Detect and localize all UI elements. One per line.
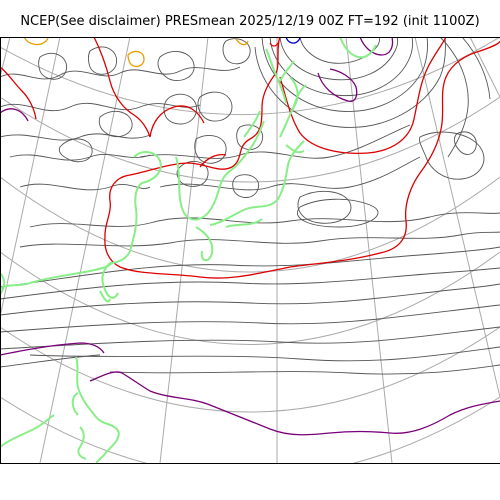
meridian	[469, 37, 500, 98]
isobar	[159, 156, 421, 191]
isobar	[0, 326, 500, 350]
blue-contour	[285, 37, 301, 44]
red-dot-contour	[269, 42, 279, 47]
isobar	[0, 66, 241, 80]
isobar	[176, 160, 209, 187]
isobar	[299, 37, 381, 64]
isobar	[254, 37, 446, 128]
red-contour	[149, 105, 205, 138]
isobar	[222, 38, 251, 65]
coastline	[279, 60, 295, 82]
coastline	[77, 426, 87, 460]
isobar	[19, 231, 500, 248]
parallel	[0, 176, 500, 273]
orange-contour	[235, 38, 249, 46]
isobar	[197, 91, 233, 122]
coastline	[0, 272, 6, 298]
parallel	[0, 326, 500, 413]
purple-contour	[0, 342, 105, 356]
parallel	[0, 396, 500, 463]
orange-contour	[127, 50, 145, 68]
isobar	[0, 133, 151, 141]
isobar	[232, 174, 260, 198]
isobar	[58, 138, 93, 163]
isobar	[419, 131, 485, 180]
coastline	[101, 262, 119, 299]
red-contours	[0, 37, 500, 279]
coastline	[0, 262, 113, 290]
graticule-parallels	[0, 37, 500, 463]
coastline	[243, 110, 261, 138]
coastline	[339, 37, 377, 59]
isobar	[38, 52, 68, 80]
red-contour	[279, 37, 447, 155]
coastline	[75, 356, 120, 463]
isobar	[0, 267, 500, 300]
coastline	[225, 218, 263, 228]
isobar	[139, 124, 411, 159]
coastline	[195, 226, 214, 262]
red-contour	[199, 153, 227, 168]
isobar	[163, 93, 198, 125]
meridian	[159, 37, 209, 463]
red-contour	[93, 37, 151, 138]
isobar	[0, 246, 500, 288]
meridian	[0, 37, 11, 78]
meridian	[414, 37, 500, 398]
isobar	[297, 190, 352, 224]
purple-contour	[0, 108, 29, 122]
isobar	[0, 283, 500, 316]
purple-contour	[317, 68, 358, 102]
coastline	[71, 392, 79, 416]
coastline	[291, 84, 307, 112]
isobar	[88, 46, 118, 75]
isobar	[98, 110, 133, 137]
isobar	[297, 198, 379, 228]
isobar	[0, 304, 500, 333]
isobar	[109, 364, 500, 375]
isobar	[9, 153, 151, 161]
isobar	[0, 354, 101, 368]
parallel	[0, 96, 500, 183]
purple-contour	[359, 37, 394, 56]
coastline	[265, 48, 287, 104]
isobar	[279, 37, 399, 81]
purple-contour	[89, 371, 500, 436]
isobar	[269, 37, 414, 97]
isobar	[453, 131, 477, 155]
parallel	[0, 251, 500, 345]
isobar	[29, 212, 500, 228]
red-contour	[104, 40, 500, 279]
map-title: NCEP(See disclaimer) PRESmean 2025/12/19…	[20, 14, 480, 29]
orange-contour	[23, 37, 49, 46]
coastline	[109, 151, 162, 264]
coastline	[175, 120, 265, 221]
isobar	[461, 37, 491, 100]
coastline	[285, 144, 305, 154]
isobar	[19, 183, 151, 191]
isobar	[0, 102, 201, 112]
isobar	[29, 346, 500, 362]
isobar	[157, 50, 195, 81]
isobars	[0, 37, 500, 375]
meridian	[39, 37, 131, 463]
meridian	[0, 37, 61, 318]
pressure-map	[0, 37, 500, 463]
coastline	[99, 290, 111, 303]
graticule-meridians	[0, 37, 500, 463]
coastline	[0, 414, 55, 448]
red-contour	[104, 37, 281, 238]
purple-contours	[0, 37, 500, 436]
isobar	[439, 37, 469, 158]
parallel	[0, 37, 500, 115]
coastline	[209, 140, 305, 226]
red-contour	[0, 66, 37, 120]
isobar	[194, 135, 227, 164]
coastlines	[0, 37, 377, 463]
